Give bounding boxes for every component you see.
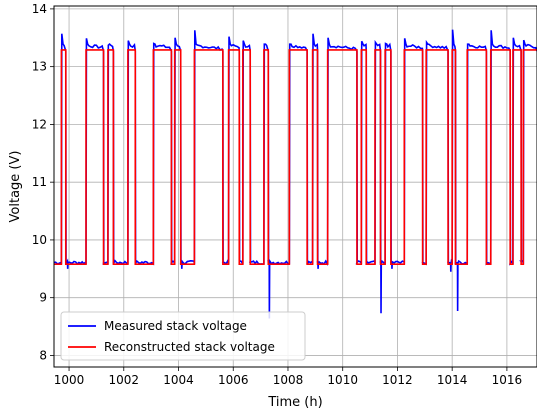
series-line-measured [54,29,537,319]
x-tick-label: 1006 [218,373,249,387]
y-tick-label: 9 [39,291,47,305]
y-tick-label: 12 [32,117,47,131]
plot-frame [53,5,537,368]
x-tick-label: 1008 [273,373,304,387]
axes: 1000 1002 1004 1006 1008 1010 1012 1014 10168910… [32,2,537,387]
x-axis-label: Time (h) [267,395,322,410]
y-tick-label: 10 [32,233,47,247]
legend-label: Measured stack voltage [104,319,247,333]
y-tick-label: 8 [39,348,47,362]
x-tick-label: 1014 [437,373,468,387]
series-line-reconstructed [54,49,537,265]
y-axis-label: Voltage (V) [8,151,23,223]
x-tick-label: 1002 [109,373,140,387]
x-tick-label: 1004 [163,373,194,387]
y-tick-label: 14 [32,2,47,16]
legend-box [60,311,306,361]
plot-area [54,29,537,319]
x-tick-label: 1010 [327,373,358,387]
y-tick-label: 13 [32,60,47,74]
y-tick-label: 11 [32,175,47,189]
x-tick-label: 1000 [54,373,85,387]
x-tick-label: 1012 [382,373,413,387]
x-tick-label: 1016 [492,373,523,387]
legend-label: Reconstructed stack voltage [104,340,275,354]
legend: Measured stack voltage Reconstructed stac… [60,311,306,361]
